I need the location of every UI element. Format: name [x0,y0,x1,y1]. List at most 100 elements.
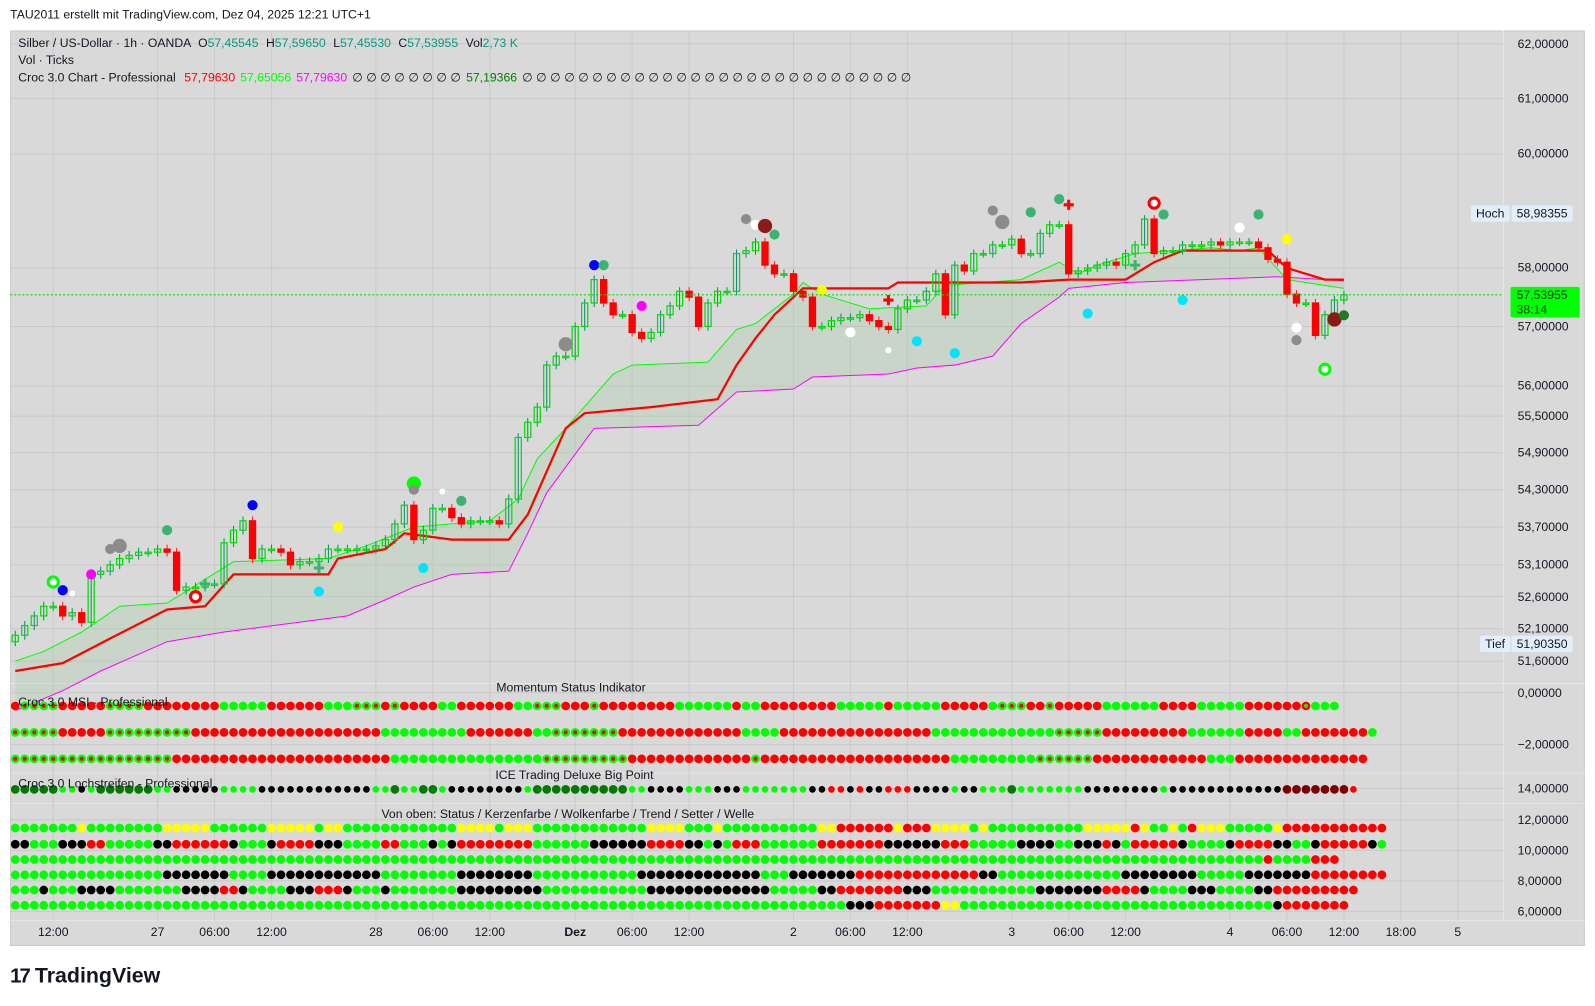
msi-dot [352,728,362,737]
msi-dot [865,754,874,764]
ice-dot [343,900,352,910]
ice-dot [570,839,580,849]
msi-dot-center [582,756,587,761]
symbol-legend[interactable]: Silber / US-Dollar · 1h · OANDA O57,4554… [18,36,518,50]
ice-dot [77,823,87,833]
msi-dot [456,701,466,711]
ice-dot [437,823,447,833]
price-axis-label: 54,30000 [1517,482,1569,497]
time-axis-label: 06:00 [616,924,648,939]
pane-axis-label: 6,00000 [1517,904,1562,919]
ice-dot [504,885,514,895]
ice-dot [1216,839,1225,849]
ice-dot [200,839,210,849]
ice-dot [846,870,855,880]
signal-cross-icon [1130,260,1141,271]
ice-dot [608,900,618,910]
croc-indicator-name[interactable]: Croc 3.0 Chart - Professional [18,70,176,85]
ice-dot [399,885,409,895]
candle-body [894,308,902,331]
msi-dot [855,701,865,711]
ice-dot [817,900,827,910]
msi-dot [694,701,703,711]
ice-dot [1301,885,1311,895]
ice-dot [494,855,504,864]
candle-body [704,302,712,328]
candle-body [353,548,361,552]
ice-dot [893,870,903,880]
ice-dot [722,823,732,833]
msi-dot [1339,754,1349,764]
signal-dot-icon [949,348,960,359]
msi-dot [1311,728,1320,737]
ice-dot [162,900,172,910]
high-value: 57,59650 [274,35,326,50]
msi-dot [295,728,305,737]
ice-dot [542,900,552,910]
ice-dot [694,823,703,833]
ice-dot [172,839,181,849]
msi-dot [703,728,713,737]
ice-dot [751,823,760,833]
ice-dot [276,855,286,864]
loch-dot [1255,785,1262,793]
candle-body [590,279,598,304]
candle-body [628,314,636,334]
ice-dot [1216,855,1225,864]
msi-dot [267,701,276,711]
ice-dot [1159,823,1168,833]
candle-body [1311,302,1320,336]
ice-dot [684,900,694,910]
loch-pane-title[interactable]: Croc 3.0 Lochstreifen - Professional [18,776,213,791]
ice-pane-title[interactable]: Von oben: Status / Kerzenfarbe / Wolkenf… [381,806,755,821]
ice-dot [248,885,257,895]
symbol-name[interactable]: Silber / US-Dollar · 1h · OANDA [18,35,191,50]
msi-dot [760,701,770,711]
ice-dot [1140,900,1149,910]
ice-dot [1311,855,1320,864]
croc-indicator-legend[interactable]: Croc 3.0 Chart - Professional 57,79630 57… [18,70,911,84]
loch-dot [818,785,826,793]
msi-dot-center [582,730,587,735]
ice-dot [1197,870,1206,880]
ice-dot [153,900,162,910]
ice-dot [722,839,732,849]
msi-pane-title[interactable]: Croc 3.0 MSI - Professional [18,694,168,709]
ice-dot [39,823,49,833]
candle-body [562,355,570,359]
ice-dot [1216,885,1225,895]
ice-dot [694,855,703,864]
ice-dot [1320,870,1330,880]
time-axis-label: 2 [790,924,797,939]
loch-dot [1188,785,1196,793]
ice-dot [817,870,827,880]
ice-dot [191,885,200,895]
ice-dot [494,870,504,880]
ice-dot [874,855,884,864]
msi-dot [770,701,779,711]
ice-dot [494,885,504,895]
msi-dot [362,728,371,737]
msi-dot [978,754,988,764]
ice-dot [551,823,561,833]
ice-dot [286,900,295,910]
ice-dot [343,823,352,833]
volume-indicator-legend[interactable]: Vol · Ticks [18,52,74,68]
msi-dot [542,728,552,737]
ice-dot [874,885,884,895]
ice-dot [134,885,144,895]
msi-dot [1263,754,1273,764]
ice-dot [589,823,599,833]
msi-dot [921,728,931,737]
ice-dot [608,870,618,880]
ice-dot [589,885,599,895]
ice-dot [305,839,314,849]
ice-dot [665,900,675,910]
ice-dot [39,870,49,880]
ice-dot [105,870,115,880]
msi-dot [314,754,324,764]
ice-dot [523,885,533,895]
tradingview-logo[interactable]: 17 TradingView [10,964,160,988]
msi-dot [1197,701,1206,711]
